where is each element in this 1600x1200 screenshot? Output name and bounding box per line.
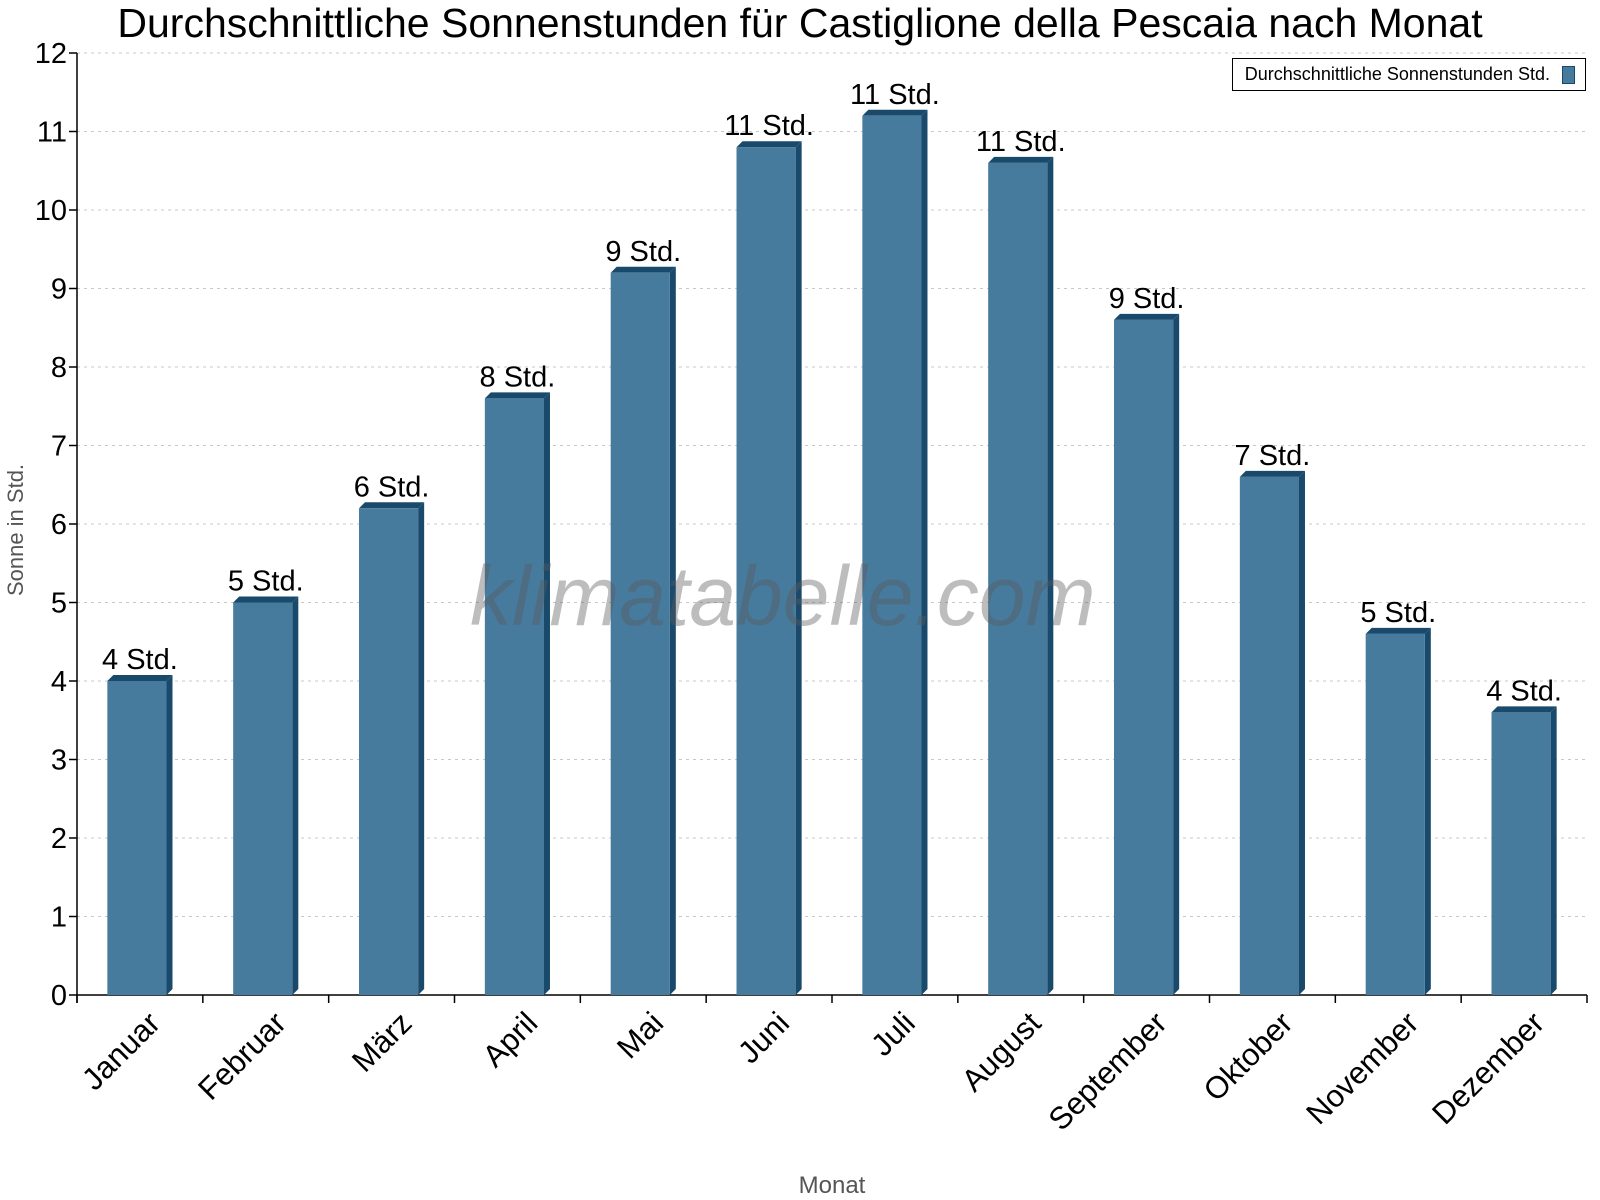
y-tick-label: 11 xyxy=(37,117,67,149)
bar-side xyxy=(1298,470,1305,995)
bar xyxy=(736,147,796,995)
bar xyxy=(988,162,1048,995)
data-label: 5 Std. xyxy=(228,566,304,598)
bar-side xyxy=(543,392,550,995)
bar-side xyxy=(166,675,173,995)
data-label: 11 Std. xyxy=(976,126,1066,158)
y-tick-label: 12 xyxy=(35,38,67,70)
bar-side xyxy=(292,596,299,995)
bar-top xyxy=(233,596,299,603)
data-label: 8 Std. xyxy=(480,361,556,393)
legend-label: Durchschnittliche Sonnenstunden Std. xyxy=(1244,64,1550,84)
y-tick-label: 4 xyxy=(51,666,67,698)
chart-title: Durchschnittliche Sonnenstunden für Cast… xyxy=(117,0,1483,46)
bar-top xyxy=(107,675,173,681)
y-axis-label: Sonne in Std. xyxy=(3,463,28,597)
data-label: 4 Std. xyxy=(102,644,178,676)
data-label: 4 Std. xyxy=(1486,675,1562,707)
legend-swatch xyxy=(1562,65,1575,84)
bar-top xyxy=(484,392,550,399)
y-tick-label: 9 xyxy=(51,274,67,306)
bar xyxy=(1239,476,1299,995)
x-axis-label: Monat xyxy=(798,1172,866,1199)
x-tick-label: Mai xyxy=(610,1005,670,1065)
bar xyxy=(1491,712,1551,995)
bar xyxy=(610,272,670,995)
data-label: 6 Std. xyxy=(354,471,430,503)
bar xyxy=(1114,319,1174,995)
bar-top xyxy=(610,266,676,273)
data-label: 11 Std. xyxy=(850,79,940,111)
bar-top xyxy=(988,156,1054,163)
data-label: 9 Std. xyxy=(1109,283,1185,315)
bar-side xyxy=(1550,706,1557,995)
bar xyxy=(862,115,922,996)
y-tick-label: 0 xyxy=(51,980,67,1012)
bar-side xyxy=(1173,313,1180,995)
x-tick-label: November xyxy=(1299,1005,1425,1131)
bar-top xyxy=(1491,706,1557,713)
x-tick-label: Juli xyxy=(864,1005,922,1063)
bar-side xyxy=(921,109,928,996)
data-label: 9 Std. xyxy=(605,236,681,268)
y-tick-label: 5 xyxy=(51,588,67,620)
data-label: 7 Std. xyxy=(1235,440,1311,472)
bar-top xyxy=(1239,470,1305,477)
x-tick-label: Oktober xyxy=(1197,1005,1300,1108)
y-tick-label: 3 xyxy=(51,745,67,777)
bar xyxy=(359,508,419,995)
bar-top xyxy=(359,502,425,509)
y-tick-label: 8 xyxy=(51,352,67,384)
bar xyxy=(1365,633,1425,995)
bar-side xyxy=(1424,627,1431,995)
y-tick-label: 6 xyxy=(51,509,67,541)
bar xyxy=(484,398,544,995)
data-label: 11 Std. xyxy=(724,110,814,142)
x-tick-label: September xyxy=(1042,1005,1174,1137)
x-tick-label: Februar xyxy=(191,1005,293,1107)
bar-top xyxy=(1114,313,1180,320)
y-tick-label: 7 xyxy=(51,431,67,463)
x-tick-label: Januar xyxy=(75,1005,167,1097)
y-tick-label: 1 xyxy=(51,902,67,934)
bar xyxy=(107,681,167,995)
bar-side xyxy=(795,141,802,995)
x-tick-label: August xyxy=(955,1005,1048,1098)
data-label: 5 Std. xyxy=(1360,597,1436,629)
bar-side xyxy=(418,502,425,995)
x-tick-label: Dezember xyxy=(1425,1005,1551,1131)
y-tick-label: 2 xyxy=(51,823,67,855)
bar-side xyxy=(1047,156,1054,995)
bar xyxy=(233,602,293,995)
bar-top xyxy=(1365,627,1431,634)
y-tick-label: 10 xyxy=(35,195,67,227)
bar-top xyxy=(736,141,802,148)
x-tick-label: April xyxy=(476,1005,545,1074)
legend: Durchschnittliche Sonnenstunden Std. xyxy=(1231,58,1586,91)
watermark: klimatabelle.com xyxy=(470,549,1096,643)
bar-top xyxy=(862,109,928,116)
x-tick-label: Juni xyxy=(731,1005,796,1070)
x-tick-label: März xyxy=(345,1005,418,1078)
bar-side xyxy=(669,266,676,995)
